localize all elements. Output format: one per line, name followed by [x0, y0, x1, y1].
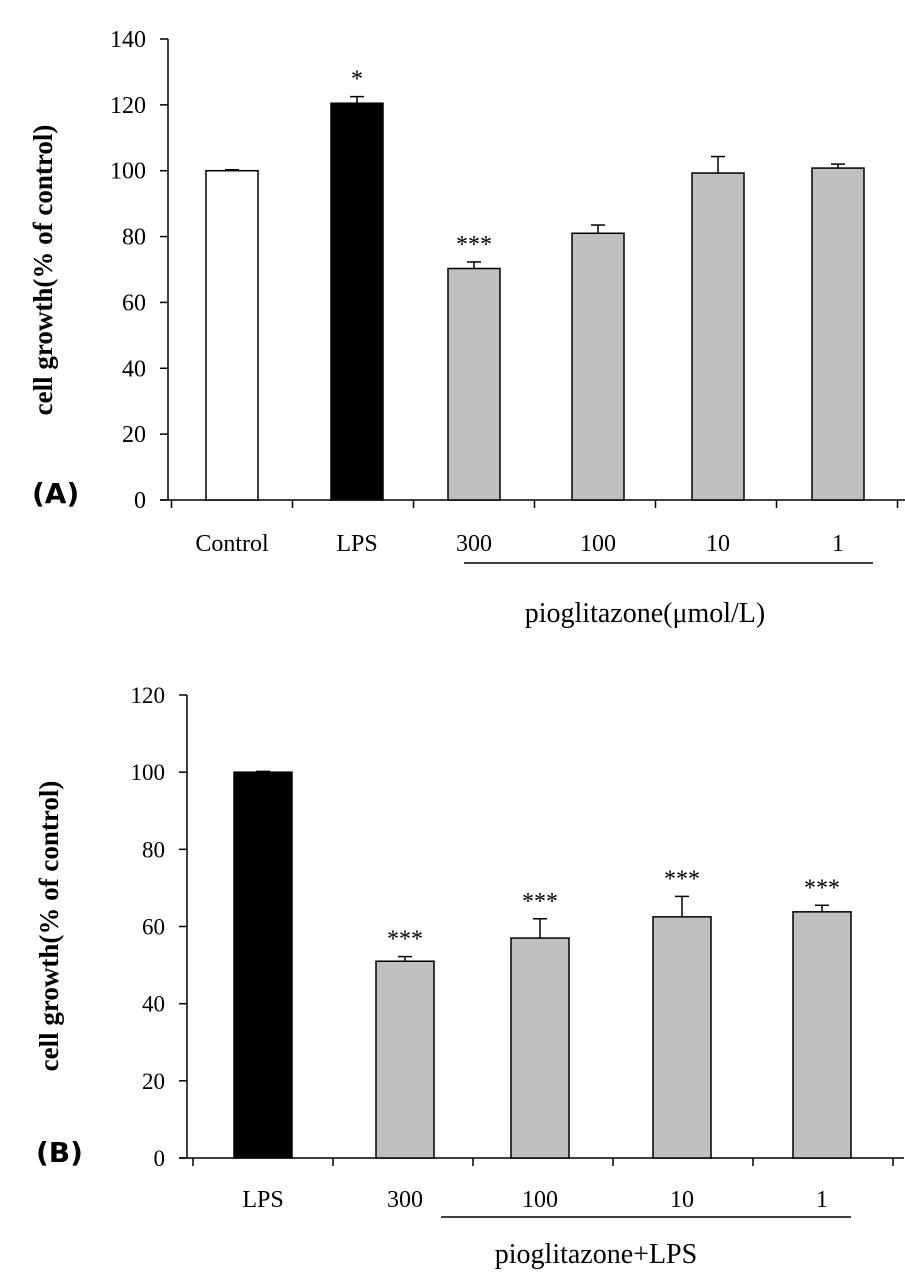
category-label: LPS	[336, 531, 377, 557]
panel-label: (A)	[32, 477, 79, 510]
significance-marker: ***	[387, 927, 423, 953]
category-label: 10	[706, 531, 730, 557]
y-tick-label: 80	[142, 837, 165, 862]
bar	[510, 937, 570, 1159]
significance-marker: ***	[804, 875, 840, 901]
category-label: 100	[580, 531, 616, 557]
panel-label: (B)	[36, 1136, 83, 1169]
group-label: pioglitazone(μmol/L)	[525, 598, 766, 629]
y-tick-label: 100	[110, 159, 146, 185]
bar	[375, 960, 435, 1159]
y-tick-label: 60	[142, 915, 165, 940]
category-label: 10	[670, 1187, 694, 1213]
y-tick-label: 60	[122, 290, 146, 316]
y-tick-label: 20	[142, 1069, 165, 1094]
significance-marker: ***	[456, 232, 492, 258]
bar	[811, 167, 865, 501]
bar	[652, 916, 712, 1159]
category-label: 1	[832, 531, 844, 557]
y-tick-label: 20	[122, 422, 146, 448]
significance-marker: ***	[522, 889, 558, 915]
bar	[205, 169, 259, 501]
category-label: 300	[387, 1187, 423, 1213]
category-label: 1	[816, 1187, 828, 1213]
category-label: 300	[456, 531, 492, 557]
bar	[691, 172, 745, 501]
significance-marker: *	[351, 67, 363, 93]
group-label: pioglitazone+LPS	[495, 1239, 697, 1270]
y-axis-title: cell growth(% of control)	[28, 125, 58, 416]
y-tick-label: 120	[110, 93, 146, 119]
category-label: Control	[195, 531, 269, 557]
bar	[233, 771, 293, 1159]
category-label: LPS	[242, 1187, 283, 1213]
panel-b-chart: 0 20 40 60 80 100 120 LPS *** 300 *** 100 *** 10 *** 1 p…	[34, 683, 904, 1270]
y-tick-label: 0	[134, 488, 146, 514]
bar	[792, 911, 852, 1159]
y-tick-label: 120	[131, 683, 166, 708]
bar	[447, 267, 501, 501]
significance-marker: ***	[664, 866, 700, 892]
y-tick-label: 40	[142, 992, 165, 1017]
y-tick-label: 140	[110, 27, 146, 53]
y-tick-label: 80	[122, 225, 146, 251]
bar	[330, 102, 384, 501]
y-tick-label: 40	[122, 356, 146, 382]
y-tick-label: 100	[131, 760, 166, 785]
panel-a-chart: 0 20 40 60 80 100 120 140 Control * LPS *** 300 100 10…	[28, 27, 905, 629]
y-tick-label: 0	[154, 1146, 166, 1171]
category-label: 100	[522, 1187, 558, 1213]
y-axis-title: cell growth(% of control)	[34, 781, 64, 1072]
bar	[571, 232, 625, 501]
